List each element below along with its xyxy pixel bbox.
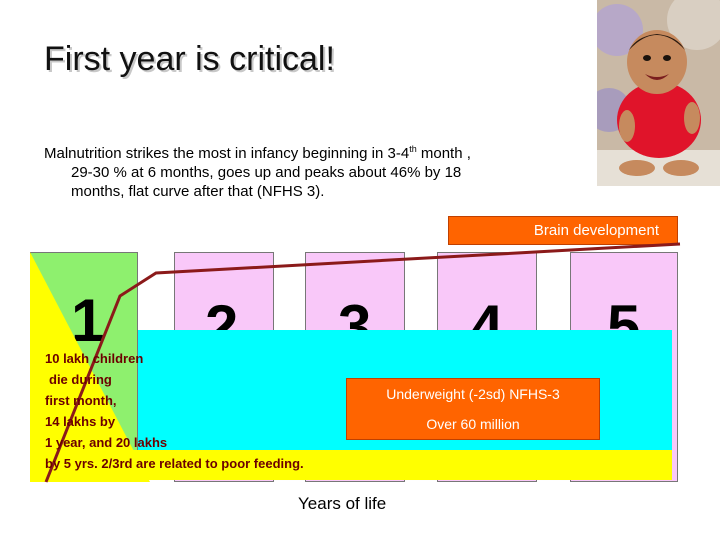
description-line-2: 29-30 % at 6 months, goes up and peaks a…	[71, 164, 462, 181]
slide-title: First year is critical!	[44, 40, 335, 78]
brain-development-label: Brain development	[448, 216, 678, 245]
underweight-line-2: Over 60 million	[426, 416, 520, 432]
mortality-band	[30, 450, 672, 480]
yellow-wedge	[30, 252, 150, 482]
baby-photo	[597, 0, 720, 186]
mortality-note: 10 lakh children die during first month,…	[45, 348, 304, 474]
slide-description: Malnutrition strikes the most in infancy…	[44, 140, 584, 201]
note-line-6: by 5 yrs. 2/3rd are related to poor feed…	[45, 456, 304, 471]
note-line-1: 10 lakh children	[45, 351, 144, 366]
description-line-1: Malnutrition strikes the most in infancy…	[44, 144, 471, 162]
note-line-5: 1 year, and 20 lakhs	[45, 435, 168, 450]
note-line-4: 14 lakhs by	[45, 414, 116, 429]
underweight-line-1: Underweight (-2sd) NFHS-3	[386, 386, 560, 402]
x-axis-label: Years of life	[298, 494, 387, 513]
description-line-3: months, flat curve after that (NFHS 3).	[71, 183, 325, 200]
note-line-3: first month,	[45, 393, 117, 408]
underweight-label-box: Underweight (-2sd) NFHS-3 Over 60 millio…	[346, 378, 600, 440]
note-line-2: die during	[49, 372, 112, 387]
year-1-number: 1	[71, 287, 105, 354]
